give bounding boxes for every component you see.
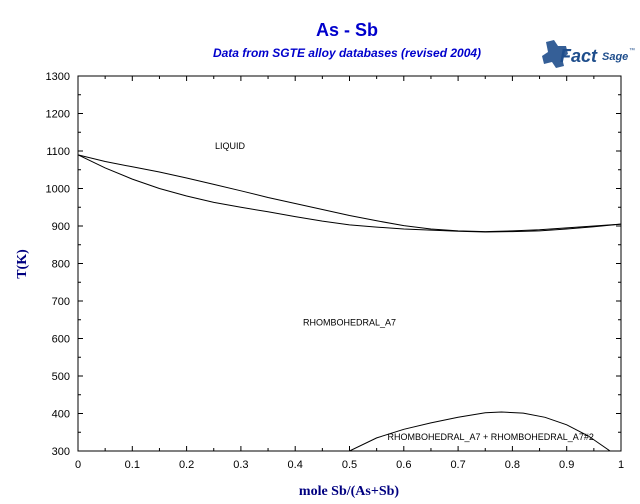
chart-subtitle: Data from SGTE alloy databases (revised … (213, 46, 481, 60)
x-tick-labels: 0 0.1 0.2 0.3 0.4 0.5 0.6 0.7 0.8 0.9 1 (75, 459, 624, 471)
phase-boundary-line-3 (349, 411, 611, 451)
x-tick-label: 0.6 (396, 459, 411, 471)
logo-text-fact: Fact (560, 46, 598, 66)
logo-gear-icon (542, 40, 568, 68)
x-tick-label: 0.2 (179, 459, 194, 471)
region-label: RHOMBOHEDRAL_A7 (303, 317, 396, 327)
x-axis-label: mole Sb/(As+Sb) (299, 484, 399, 499)
y-tick-label: 300 (52, 446, 70, 458)
y-tick-label: 1100 (46, 146, 70, 158)
y-tick-label: 500 (52, 371, 70, 383)
logo-text-sage: Sage (602, 51, 628, 63)
y-tick-label: 900 (52, 221, 70, 233)
x-tick-label: 0.9 (559, 459, 574, 471)
x-tick-label: 0.3 (233, 459, 248, 471)
region-label: LIQUID (215, 141, 246, 151)
logo-trademark: ™ (629, 47, 635, 54)
x-tick-label: 0.8 (505, 459, 520, 471)
y-tick-label: 1000 (46, 184, 70, 196)
y-tick-label: 400 (52, 409, 70, 421)
x-tick-label: 0 (75, 459, 81, 471)
phase-boundary-line-1 (78, 154, 621, 233)
y-tick-labels: 300 400 500 600 700 800 900 1000 1100 1200 1300 (46, 71, 70, 458)
y-tick-label: 700 (52, 296, 70, 308)
y-tick-label: 800 (52, 259, 70, 271)
region-labels: LIQUID RHOMBOHEDRAL_A7 RHOMBOHEDRAL_A7 + R… (215, 141, 594, 442)
x-tick-label: 1 (618, 459, 624, 471)
y-tick-label: 600 (52, 334, 70, 346)
factsage-logo: Fact Sage ™ (542, 40, 635, 68)
chart-title: As - Sb (316, 20, 378, 40)
y-tick-label: 1200 (46, 109, 70, 121)
phase-boundary-line-2 (78, 154, 621, 233)
axis-ticks (77, 75, 622, 452)
x-tick-label: 0.5 (342, 459, 357, 471)
x-tick-label: 0.1 (125, 459, 140, 471)
x-tick-label: 0.4 (288, 459, 303, 471)
y-tick-label: 1300 (46, 71, 70, 83)
region-label: RHOMBOHEDRAL_A7 + RHOMBOHEDRAL_A7#2 (388, 432, 594, 442)
y-axis-label: T(K) (15, 249, 30, 279)
plot-frame (77, 75, 622, 452)
x-tick-label: 0.7 (450, 459, 465, 471)
phase-boundaries (78, 154, 621, 451)
